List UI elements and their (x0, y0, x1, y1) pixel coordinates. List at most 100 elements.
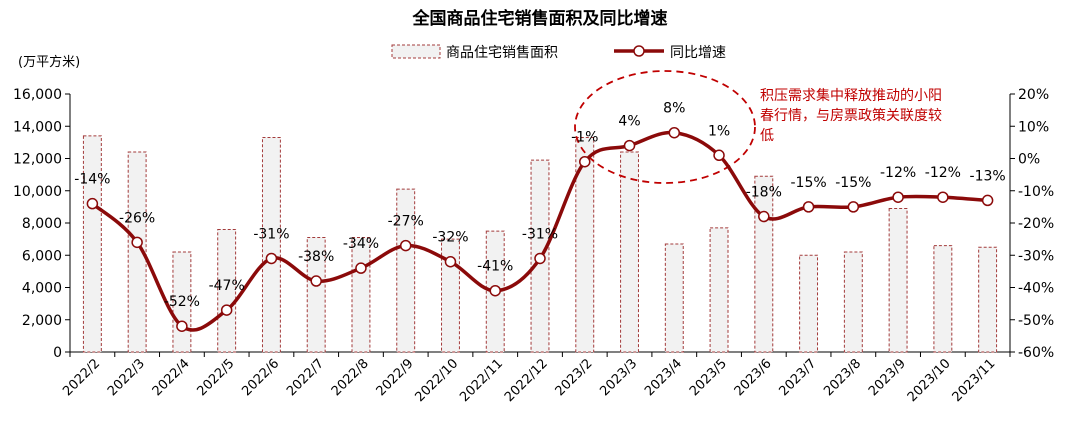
left-tick-label: 8,000 (22, 216, 62, 232)
growth-data-label: -47% (209, 278, 245, 294)
sales-area-bar (709, 227, 729, 353)
legend-line-label: 同比增速 (670, 45, 726, 61)
sales-area-bar (261, 137, 281, 353)
sales-area-bar (754, 175, 774, 353)
x-tick-label: 2023/2 (553, 356, 596, 399)
x-tick-label: 2022/12 (502, 356, 551, 405)
sales-area-bar (799, 254, 819, 353)
x-tick-label: 2022/4 (150, 356, 193, 399)
growth-data-label: -18% (746, 185, 782, 201)
left-tick-label: 0 (53, 345, 62, 361)
x-tick-label: 2022/7 (284, 356, 327, 399)
growth-line-series (86, 126, 994, 332)
growth-data-label: -1% (571, 130, 598, 146)
growth-point (220, 304, 233, 316)
growth-data-label: -14% (74, 172, 110, 188)
x-tick-label: 2023/8 (821, 356, 864, 399)
x-tick-label: 2023/7 (776, 356, 819, 399)
annotation-line-1: 积压需求集中释放推动的小阳 (760, 87, 942, 104)
sales-area-bar (396, 188, 416, 353)
sales-area-bar (351, 237, 371, 353)
right-tick-label: -10% (1018, 184, 1054, 200)
left-axis-unit: (万平方米) (18, 54, 80, 70)
sales-area-bar (843, 251, 863, 353)
right-tick-label: 0% (1018, 152, 1040, 168)
annotation-line-2: 春行情，与房票政策关联度较 (760, 107, 942, 124)
growth-point (981, 194, 994, 207)
growth-data-label: 1% (708, 123, 730, 139)
growth-data-label: -31% (522, 226, 558, 242)
right-tick-label: 20% (1018, 87, 1049, 103)
annotation: 积压需求集中释放推动的小阳 春行情，与房票政策关联度较 低 (760, 87, 942, 144)
x-tick-label: 2022/10 (413, 356, 462, 405)
x-tick-label: 2023/4 (642, 356, 685, 399)
sales-area-bar (620, 151, 639, 353)
growth-point (892, 191, 904, 203)
growth-point (265, 252, 278, 265)
bars (82, 135, 998, 353)
left-tick-label: 6,000 (22, 248, 62, 264)
growth-point (802, 201, 815, 213)
sales-area-bar (888, 207, 908, 353)
growth-point (131, 236, 143, 249)
x-tick-label: 2022/11 (457, 356, 506, 405)
growth-point (176, 320, 188, 332)
x-tick-label: 2022/2 (60, 356, 103, 399)
sales-area-bar (978, 246, 998, 353)
growth-point (579, 155, 591, 168)
growth-data-label: -34% (343, 236, 379, 252)
left-tick-label: 10,000 (13, 184, 62, 200)
x-tick-label: 2023/10 (905, 356, 954, 405)
data-labels: -14% -26% -52% -47% -31% -38% -34% -27% -32% -41%… (74, 101, 1005, 311)
x-tick-label: 2022/8 (329, 356, 372, 399)
growth-point (758, 210, 770, 223)
growth-data-label: -52% (164, 294, 200, 310)
sales-area-bar (441, 238, 460, 353)
annotation-line-3: 低 (760, 128, 774, 144)
x-tick-label: 2023/9 (866, 356, 909, 399)
growth-data-label: -31% (253, 226, 289, 242)
growth-data-label: -27% (388, 214, 424, 230)
growth-data-label: -13% (970, 168, 1006, 184)
growth-data-label: -38% (298, 249, 334, 265)
right-tick-label: 10% (1018, 119, 1049, 135)
growth-data-label: 8% (663, 101, 685, 117)
left-tick-label: 2,000 (22, 313, 62, 329)
sales-area-bar (82, 135, 102, 353)
growth-data-label: -12% (925, 165, 961, 181)
highlight-ellipse (574, 70, 756, 184)
legend-line-marker (633, 45, 645, 57)
right-tick-label: -40% (1018, 281, 1054, 297)
growth-point (86, 197, 99, 210)
sales-area-bar (306, 237, 326, 353)
right-tick-label: -50% (1018, 313, 1054, 329)
left-tick-label: 14,000 (13, 119, 62, 135)
growth-point (847, 201, 860, 213)
growth-point (623, 139, 636, 152)
growth-point (534, 252, 546, 265)
sales-area-bar (575, 137, 595, 353)
growth-point (489, 284, 501, 297)
sales-area-bar (127, 151, 147, 353)
left-tick-label: 4,000 (22, 281, 62, 297)
sales-area-bar (217, 228, 237, 353)
x-tick-label: 2022/9 (374, 356, 417, 399)
legend-bar-label: 商品住宅销售面积 (446, 45, 558, 61)
x-tick-label: 2022/3 (105, 356, 148, 399)
right-tick-label: -30% (1018, 248, 1054, 264)
x-tick-label: 2023/5 (687, 356, 730, 399)
growth-data-label: -15% (790, 175, 826, 191)
growth-point (310, 275, 322, 287)
left-tick-label: 16,000 (13, 87, 62, 103)
x-tick-label: 2023/6 (732, 356, 775, 399)
growth-point (713, 149, 725, 162)
growth-data-label: -26% (119, 210, 155, 226)
right-tick-label: -60% (1018, 345, 1054, 361)
growth-data-label: 4% (618, 114, 640, 130)
sales-area-bar (664, 243, 684, 353)
growth-point (937, 191, 949, 203)
x-tick-label: 2023/3 (597, 356, 640, 399)
sales-area-bar (933, 245, 953, 353)
growth-data-label: -15% (835, 175, 871, 191)
